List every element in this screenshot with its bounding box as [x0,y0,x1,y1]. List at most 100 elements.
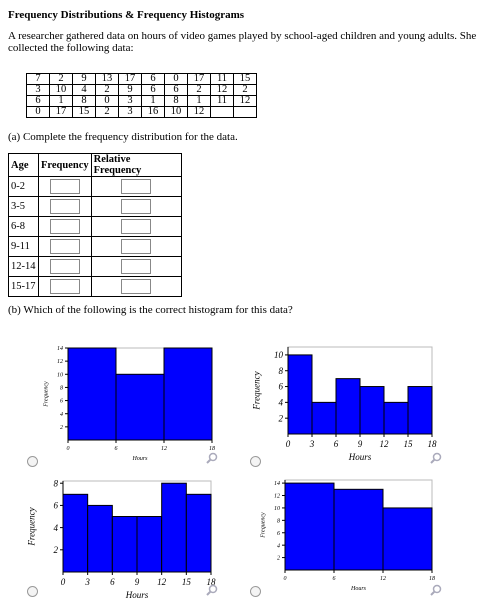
data-cell: 10 [49,84,73,96]
histogram: 2 4 6 8 10 0 3 6 9 12 15 18 Hours Frequency [252,346,438,462]
header-row: Age Frequency Relative Frequency [8,153,182,177]
text-input[interactable] [49,199,80,214]
radio-button[interactable] [250,456,261,467]
text-input[interactable] [121,199,152,214]
zoom-icon[interactable] [430,584,442,596]
age-cell: 3-5 [8,196,39,217]
x-tick-label: 12 [157,577,167,587]
bar [161,482,187,573]
text-input[interactable] [121,239,152,254]
data-cell: 1 [187,95,211,107]
input-cell [38,216,92,237]
data-cell: 2 [187,84,211,96]
data-cell: 0 [164,73,188,85]
data-cell: 0 [26,106,50,118]
data-cell: 12 [187,106,211,118]
y-tick-label: 8 [60,386,63,392]
zoom-icon[interactable] [430,452,442,464]
bar [284,482,335,571]
x-tick-label: 18 [428,439,438,449]
data-cell: 17 [118,73,142,85]
input-cell [90,176,182,197]
input-cell [38,276,92,297]
x-tick-label: 15 [404,439,414,449]
input-cell [38,236,92,257]
radio-button[interactable] [27,586,38,597]
y-tick-label: 6 [277,531,280,537]
y-tick-label: 12 [57,359,63,365]
y-tick-label: 6 [279,382,284,392]
x-tick-label: 3 [84,577,90,587]
table-row: 6-8 [8,216,182,237]
histogram: 2 4 6 8 10 12 14 0 6 12 18 Hours Frequency [260,479,435,592]
text-input[interactable] [49,219,80,234]
bar [359,386,385,435]
text-input[interactable] [121,219,152,234]
y-tick-label: 10 [274,350,284,360]
input-cell [90,256,182,277]
y-tick-label: 2 [60,425,63,431]
data-cell: 13 [95,73,119,85]
text-input[interactable] [49,179,80,194]
zoom-lens [432,584,442,594]
radio-button[interactable] [250,586,261,597]
zoom-icon[interactable] [206,584,218,596]
y-tick-label: 2 [279,413,284,423]
data-cell: 16 [141,106,165,118]
age-cell: 0-2 [8,176,39,197]
data-cell: 10 [164,106,188,118]
age-cell: 15-17 [8,276,39,297]
age-cell: 6-8 [8,216,39,237]
y-tick-label: 6 [54,501,59,511]
bar [333,488,384,571]
data-cell: 9 [118,84,142,96]
text-input[interactable] [121,179,152,194]
x-tick-label: 6 [334,439,339,449]
data-cell: 3 [26,84,50,96]
text-input[interactable] [121,259,152,274]
input-cell [38,196,92,217]
radio-button[interactable] [27,456,38,467]
zoom-icon[interactable] [206,452,218,464]
y-tick-label: 4 [60,411,63,418]
y-tick-label: 4 [279,398,284,408]
y-axis-label: Frequency [27,507,37,546]
zoom-lens [432,452,442,462]
zoom-handle [430,590,436,596]
bar [335,378,361,435]
input-cell [90,216,182,237]
y-axis-label: Frequency [260,512,266,539]
bar [383,401,409,435]
part-b: (b) Which of the following is the correc… [8,304,293,316]
bar [62,493,89,573]
bar [163,347,213,441]
data-cell: 2 [95,106,119,118]
x-tick-label: 6 [333,576,336,582]
part-a: (a) Complete the frequency distribution … [8,131,238,143]
text-input[interactable] [49,239,80,254]
frequency-table: Age Frequency Relative Frequency 0-2 3-5 6-8 9… [8,153,182,297]
input-cell [90,196,182,217]
input-cell [38,176,92,197]
data-cell: 17 [49,106,73,118]
data-row: 0 17 15 2 3 16 10 12 [26,106,257,118]
text-input[interactable] [121,279,152,294]
bar [136,516,163,573]
x-axis-label: Hours [350,586,367,592]
x-tick-label: 18 [209,446,215,452]
data-cell: 6 [26,95,50,107]
y-tick-label: 12 [274,494,280,500]
y-tick-label: 4 [54,523,59,533]
intro-text: A researcher gathered data on hours of v… [8,30,477,54]
y-tick-label: 14 [57,345,63,352]
text-input[interactable] [49,259,80,274]
text-input[interactable] [49,279,80,294]
data-cell: 6 [141,84,165,96]
x-tick-label: 12 [161,446,167,452]
x-tick-label: 12 [380,439,390,449]
age-cell: 12-14 [8,256,39,277]
bar [67,347,117,441]
bar [87,504,113,573]
bar [287,354,313,435]
